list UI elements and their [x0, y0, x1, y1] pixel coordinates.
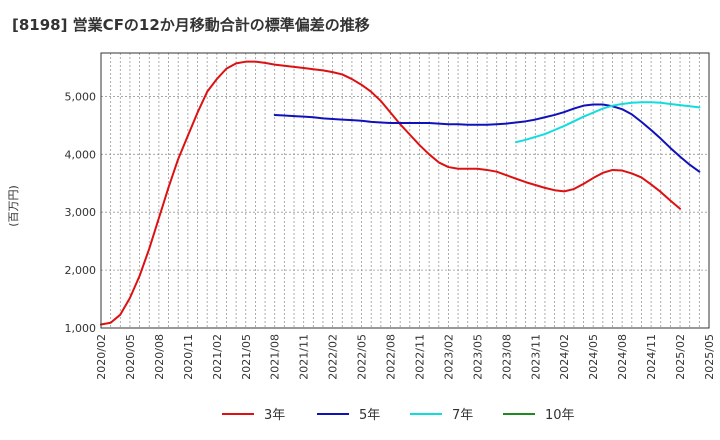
x-tick-label: 2020/11	[182, 334, 195, 380]
legend-label: 7年	[452, 408, 473, 423]
x-tick-label: 2024/02	[558, 334, 571, 380]
x-tick-label: 2025/05	[703, 334, 716, 380]
y-tick-label: 3,000	[65, 206, 97, 219]
x-tick-label: 2021/08	[269, 334, 282, 380]
grid-lines	[101, 53, 709, 329]
x-tick-label: 2021/02	[211, 334, 224, 380]
series-line	[273, 103, 701, 173]
x-tick-label: 2022/08	[385, 334, 398, 380]
legend-label: 5年	[359, 408, 380, 423]
series-line	[100, 60, 682, 326]
series-line	[514, 101, 701, 144]
x-tick-label: 2025/02	[674, 334, 687, 380]
x-tick-label: 2021/11	[298, 334, 311, 380]
legend-label: 10年	[545, 408, 575, 423]
legend: 3年 5年 7年 10年	[222, 408, 575, 423]
x-tick-label: 2022/11	[413, 334, 426, 380]
x-tick-label: 2023/05	[471, 334, 484, 380]
x-tick-label: 2024/08	[616, 334, 629, 380]
y-tick-label: 4,000	[65, 148, 97, 161]
x-tick-label: 2020/02	[95, 334, 108, 380]
x-tick-label: 2023/11	[529, 334, 542, 380]
x-tick-label: 2023/08	[500, 334, 513, 380]
x-tick-label: 2022/02	[327, 334, 340, 380]
y-tick-label: 2,000	[65, 264, 97, 277]
x-tick-label: 2023/02	[442, 334, 455, 380]
x-tick-label: 2024/05	[587, 334, 600, 380]
y-tick-labels: 1,000 2,000 3,000 4,000 5,000	[65, 90, 97, 335]
y-axis-label: (百万円)	[7, 185, 20, 227]
x-tick-label: 2021/05	[240, 334, 253, 380]
chart-title: [8198] 営業CFの12か月移動合計の標準偏差の推移	[12, 16, 370, 34]
x-tick-labels: 2020/02 2020/05 2020/08 2020/11 2021/02 2021/…	[95, 334, 716, 380]
y-tick-label: 1,000	[65, 322, 97, 335]
x-tick-label: 2024/11	[645, 334, 658, 380]
plot-frame	[100, 52, 710, 329]
series-lines	[100, 60, 701, 326]
x-tick-label: 2020/05	[124, 334, 137, 380]
y-tick-label: 5,000	[65, 90, 97, 103]
legend-label: 3年	[264, 408, 285, 423]
x-tick-label: 2022/05	[356, 334, 369, 380]
x-tick-label: 2020/08	[153, 334, 166, 380]
